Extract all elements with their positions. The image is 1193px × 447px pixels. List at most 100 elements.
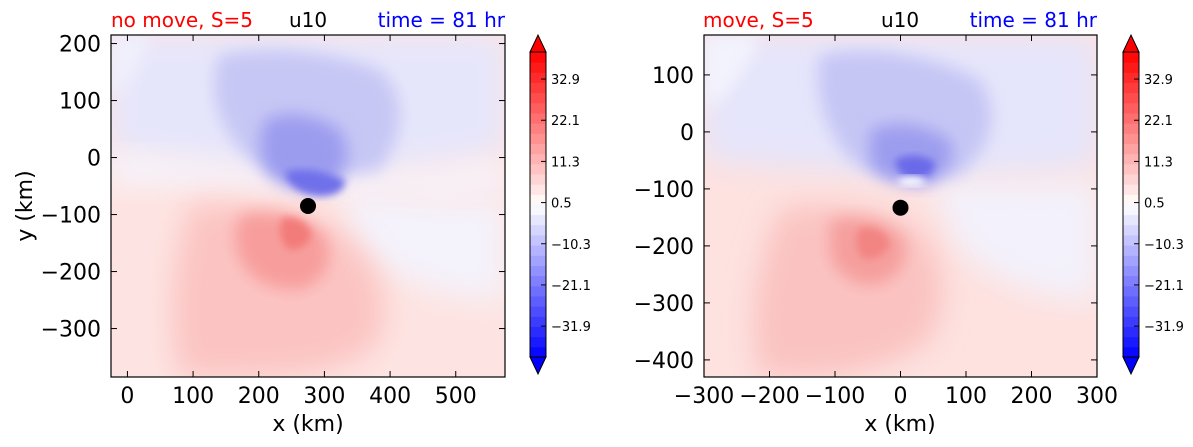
colorbar-level — [530, 316, 546, 327]
colorbar-level — [530, 174, 546, 185]
panel-no-move: no move, S=5 u10 time = 81 hr 0 100 200 300… — [13, 8, 506, 437]
colorbar-level — [530, 153, 546, 165]
panel-titles: no move, S=5 u10 time = 81 hr — [111, 8, 506, 32]
colorbar-level — [1123, 194, 1139, 205]
colorbar-level — [530, 235, 546, 246]
x-tick-label: 300 — [303, 384, 345, 409]
y-tick-label: −200 — [634, 235, 694, 260]
x-tick-label: 400 — [369, 384, 411, 409]
title-left: move, S=5 — [703, 8, 814, 32]
colorbar-tick-label: 32.9 — [1144, 73, 1173, 88]
colorbar-tick-label: −31.9 — [1144, 320, 1184, 335]
colorbar-level — [1123, 184, 1139, 195]
colorbar-frame — [1122, 51, 1140, 358]
colorbar-level — [530, 52, 546, 63]
colorbar-level — [1123, 174, 1139, 185]
colorbar-level — [530, 113, 546, 124]
colorbar-level — [530, 224, 546, 236]
colorbar-level — [530, 255, 546, 266]
x-tick-label: 0 — [120, 384, 134, 409]
colorbar-level — [1123, 316, 1139, 327]
title-right: time = 81 hr — [970, 8, 1098, 32]
colorbar-tick-label: −21.1 — [1144, 279, 1184, 294]
panel-move: move, S=5 u10 time = 81 hr −300 −200 −100 0… — [634, 8, 1118, 437]
colorbar-tick-label: −10.3 — [551, 238, 591, 253]
colorbar-level — [1123, 102, 1139, 114]
colorbar-level — [530, 306, 546, 317]
colorbar-level — [530, 143, 546, 155]
colorbar-level — [530, 82, 546, 94]
title-right: time = 81 hr — [378, 8, 506, 32]
colorbar-level — [1123, 62, 1139, 73]
colorbar-tick-label: −21.1 — [551, 279, 591, 294]
x-axis: −300 −200 −100 0 100 200 300 — [674, 35, 1118, 409]
colorbar-level — [530, 296, 546, 307]
storm-center-marker — [300, 198, 316, 214]
colorbar-frame — [529, 51, 547, 358]
colorbar-level — [1123, 163, 1139, 175]
y-axis: 100 0 −100 −200 −300 −400 — [634, 64, 1097, 374]
colorbar-level — [530, 285, 546, 297]
colorbar-tick-label: 0.5 — [551, 197, 572, 212]
colorbar-tick-label: −10.3 — [1144, 238, 1184, 253]
colorbar-level — [1123, 235, 1139, 246]
title-center: u10 — [881, 8, 919, 32]
positive-core — [280, 217, 312, 250]
colorbar-tick-label: 32.9 — [551, 73, 580, 88]
colorbar-tick-label: 22.1 — [551, 114, 580, 129]
colorbar-level — [530, 204, 546, 216]
panel-titles: move, S=5 u10 time = 81 hr — [703, 8, 1098, 32]
colorbar-level — [530, 92, 546, 104]
x-axis: 0 100 200 300 400 500 — [120, 35, 477, 409]
x-tick-label: 0 — [894, 384, 908, 409]
x-axis-label: x (km) — [864, 412, 935, 437]
colorbar-level — [530, 245, 546, 256]
colorbar-level — [1123, 143, 1139, 155]
colorbar-tick-label: 11.3 — [1144, 155, 1173, 170]
negative-core — [895, 155, 935, 180]
colorbar-1: 32.9 22.1 11.3 0.5 −10.3 −21.1 −31.9 — [529, 33, 591, 376]
storm-center-marker — [892, 199, 909, 216]
colorbar-level — [1123, 224, 1139, 236]
x-tick-label: 500 — [435, 384, 477, 409]
colorbar-level — [530, 184, 546, 195]
colorbar-tick-label: 0.5 — [1144, 197, 1165, 212]
colorbar-level — [530, 102, 546, 114]
colorbar-level — [530, 72, 546, 83]
y-tick-label: −200 — [41, 261, 101, 286]
x-tick-label: 300 — [1076, 384, 1118, 409]
colorbar-level — [530, 214, 546, 226]
y-tick-label: 100 — [652, 64, 694, 89]
colorbar-level — [1123, 133, 1139, 144]
y-tick-label: −100 — [41, 204, 101, 229]
colorbar-level — [530, 163, 546, 175]
colorbar-level — [1123, 52, 1139, 63]
colorbar-level — [1123, 245, 1139, 256]
x-tick-label: −300 — [674, 384, 734, 409]
colorbar-2: 32.9 22.1 11.3 0.5 −10.3 −21.1 −31.9 — [1122, 33, 1184, 376]
colorbar-level — [530, 62, 546, 73]
colorbar-level — [1123, 306, 1139, 317]
colorbar-level — [1123, 255, 1139, 266]
y-tick-label: 0 — [87, 147, 101, 172]
colorbar-tick-label: 11.3 — [551, 155, 580, 170]
colorbar-level — [530, 123, 546, 134]
colorbar-level — [1123, 123, 1139, 134]
positive-core — [856, 227, 890, 259]
colorbar-level — [1123, 214, 1139, 226]
colorbar-level — [1123, 285, 1139, 297]
colorbar-level — [530, 265, 546, 277]
title-center: u10 — [289, 8, 327, 32]
x-tick-label: 100 — [945, 384, 987, 409]
colorbar-tick-label: −31.9 — [551, 320, 591, 335]
plot-frame — [110, 34, 506, 378]
colorbar-level — [1123, 275, 1139, 287]
y-tick-label: 0 — [680, 121, 694, 146]
colorbar-level — [530, 275, 546, 287]
colorbar-extend-min — [529, 356, 547, 376]
colorbar-level — [1123, 204, 1139, 216]
colorbar-level — [1123, 346, 1139, 358]
negative-core — [285, 169, 345, 196]
field-heatmap — [111, 35, 505, 377]
